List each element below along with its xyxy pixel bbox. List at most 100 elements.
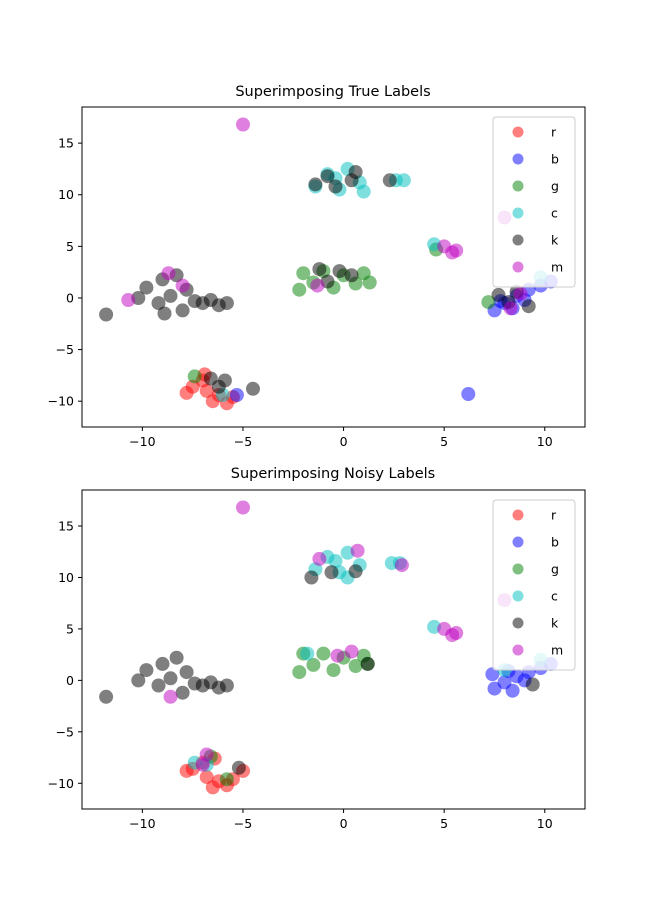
point-k-16 — [348, 564, 363, 579]
point-k-17 — [360, 656, 375, 671]
point-k-23 — [332, 264, 347, 279]
legend-label: m — [551, 643, 563, 658]
legend-label: m — [551, 260, 563, 275]
x-tick-label: −10 — [129, 434, 155, 449]
point-g-4 — [326, 663, 341, 678]
x-tick-label: −5 — [234, 816, 252, 831]
point-r-6 — [179, 385, 194, 400]
x-tick-label: 5 — [440, 434, 448, 449]
point-k-3 — [151, 678, 166, 693]
chart-title: Superimposing True Labels — [235, 84, 430, 100]
legend-marker-r — [512, 509, 524, 521]
legend-marker-c — [512, 590, 524, 602]
point-k-2 — [139, 280, 154, 295]
point-m-6 — [449, 626, 464, 640]
point-k-27 — [217, 373, 232, 388]
point-m-1 — [121, 293, 136, 307]
chart-noisy-labels: Superimposing Noisy Labels −10 −5 0 5 10 −10 −… — [48, 466, 586, 831]
y-tick-label: 0 — [66, 673, 74, 688]
point-k-0 — [99, 689, 114, 704]
point-b-0 — [487, 681, 502, 696]
legend-marker-b — [512, 536, 524, 548]
x-tick-label: 10 — [537, 816, 553, 831]
point-k-0 — [99, 307, 114, 322]
point-b-9 — [461, 387, 476, 401]
y-tick-label: −5 — [56, 342, 74, 357]
point-k-21 — [312, 262, 327, 277]
x-tick-label: 10 — [537, 434, 553, 449]
point-m-11 — [344, 644, 359, 659]
point-m-0 — [236, 500, 250, 515]
point-k-6 — [169, 650, 184, 665]
y-tick-label: 15 — [58, 136, 74, 151]
point-k-7 — [175, 685, 190, 700]
point-k-18 — [231, 760, 246, 775]
point-m-10 — [513, 286, 528, 301]
point-k-7 — [175, 303, 190, 318]
point-r-2 — [199, 383, 214, 398]
point-m-7 — [449, 243, 464, 258]
legend-label: g — [551, 562, 559, 577]
legend-marker-m — [512, 261, 524, 273]
point-k-5 — [163, 671, 178, 686]
point-g-9 — [219, 772, 234, 787]
point-c-6 — [328, 554, 343, 568]
point-g-6 — [348, 659, 363, 673]
legend-marker-g — [512, 563, 524, 575]
legend-label: k — [551, 233, 559, 248]
point-b-6 — [505, 683, 520, 698]
point-b-8 — [485, 667, 500, 682]
point-m-2 — [350, 543, 365, 558]
point-k-15 — [324, 565, 339, 580]
legend-marker-k — [512, 234, 524, 246]
point-m-12 — [330, 648, 345, 663]
point-c-14 — [300, 646, 315, 661]
y-tick-label: 0 — [66, 290, 74, 305]
point-k-31 — [521, 299, 536, 314]
axes-frame — [81, 489, 586, 810]
x-tick-label: 5 — [440, 816, 448, 831]
y-tick-label: 15 — [58, 519, 74, 534]
point-k-13 — [219, 678, 234, 693]
point-k-15 — [308, 177, 323, 192]
chart-true-labels: Superimposing True Labels −10 −5 0 5 10 −10 −5… — [48, 84, 586, 449]
legend-label: g — [551, 179, 559, 194]
y-tick-label: 5 — [66, 621, 74, 636]
point-k-32 — [491, 287, 506, 302]
legend-label: r — [551, 125, 557, 140]
x-tick-label: −10 — [129, 816, 155, 831]
point-k-28 — [246, 381, 260, 396]
y-tick-label: 10 — [58, 187, 74, 202]
legend-label: c — [551, 206, 558, 221]
y-tick-label: −10 — [48, 776, 74, 791]
point-m-8 — [163, 689, 178, 704]
point-m-1 — [312, 551, 327, 566]
x-tick-label: 0 — [340, 816, 348, 831]
legend-marker-r — [512, 126, 524, 138]
point-k-8 — [179, 665, 194, 680]
point-m-3 — [394, 558, 409, 573]
point-g-1 — [296, 266, 311, 281]
point-k-14 — [304, 570, 319, 585]
point-r-5 — [205, 394, 220, 409]
point-k-20 — [382, 173, 397, 188]
legend-label: r — [551, 508, 557, 523]
legend-marker-k — [512, 617, 524, 629]
chart-title: Superimposing Noisy Labels — [231, 466, 435, 482]
point-g-8 — [362, 275, 377, 290]
y-tick-label: 5 — [66, 239, 74, 254]
point-g-0 — [292, 665, 307, 680]
point-k-16 — [320, 169, 335, 184]
point-k-4 — [155, 656, 170, 671]
point-g-9 — [187, 369, 202, 384]
point-m-4 — [310, 278, 325, 293]
legend-label: k — [551, 616, 559, 631]
y-tick-label: −10 — [48, 394, 74, 409]
point-m-10 — [195, 757, 210, 772]
y-tick-label: −5 — [56, 724, 74, 739]
point-k-19 — [348, 165, 363, 179]
point-b-10 — [229, 388, 244, 402]
